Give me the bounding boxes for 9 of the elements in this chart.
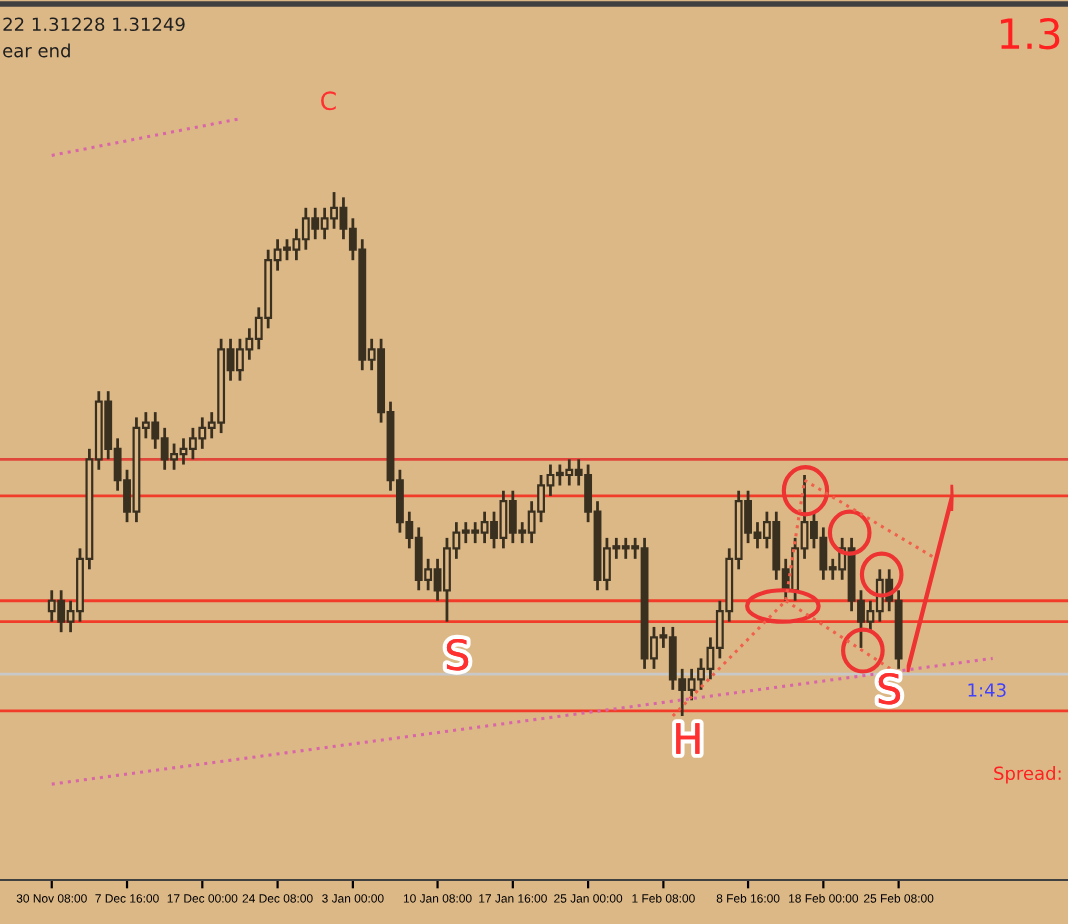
text: C <box>321 91 336 111</box>
text: 22 1.31228 1.31249 <box>3 17 185 32</box>
text: 1.3 <box>1000 17 1060 50</box>
annotation: S <box>878 673 901 705</box>
annotation: 1:43 <box>968 683 1006 697</box>
annotation: H <box>676 723 700 754</box>
text: Spread: <box>994 766 1061 784</box>
text: ear end <box>3 43 70 58</box>
annotation: S <box>446 638 469 671</box>
